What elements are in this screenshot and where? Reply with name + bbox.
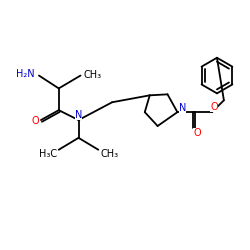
Text: O: O bbox=[194, 128, 201, 138]
Text: H₂N: H₂N bbox=[16, 68, 35, 78]
Text: CH₃: CH₃ bbox=[100, 149, 118, 159]
Text: H₃C: H₃C bbox=[39, 149, 57, 159]
Text: O: O bbox=[210, 102, 218, 112]
Text: O: O bbox=[31, 116, 39, 126]
Text: N: N bbox=[179, 103, 186, 113]
Text: CH₃: CH₃ bbox=[84, 70, 102, 80]
Text: N: N bbox=[75, 110, 82, 120]
